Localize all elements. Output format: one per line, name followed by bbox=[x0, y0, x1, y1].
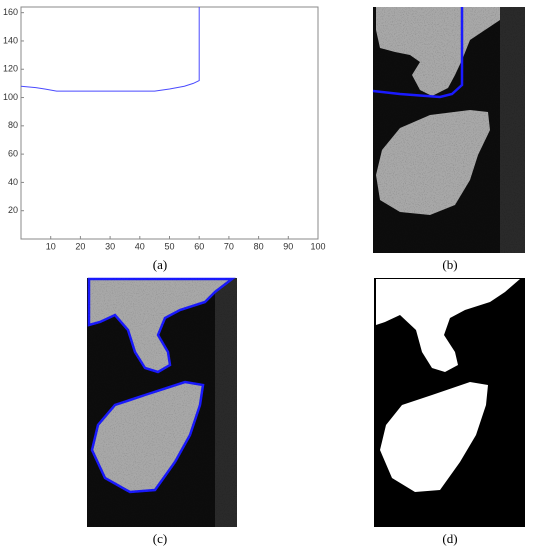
y-tick-label: 120 bbox=[3, 64, 18, 74]
caption: (c) bbox=[153, 531, 167, 546]
caption: (d) bbox=[442, 531, 457, 546]
y-tick-label: 60 bbox=[8, 148, 18, 158]
x-tick-label: 90 bbox=[283, 241, 293, 251]
x-tick-label: 70 bbox=[224, 241, 234, 251]
y-tick-label: 160 bbox=[3, 7, 18, 17]
x-tick-label: 40 bbox=[135, 241, 145, 251]
y-tick-label: 20 bbox=[8, 205, 18, 215]
caption: (b) bbox=[442, 257, 457, 272]
x-tick-label: 50 bbox=[164, 241, 174, 251]
x-tick-label: 30 bbox=[105, 241, 115, 251]
x-tick-label: 100 bbox=[310, 241, 325, 251]
plot-frame bbox=[20, 6, 319, 240]
panel-d-image bbox=[374, 278, 525, 527]
x-tick-label: 80 bbox=[254, 241, 264, 251]
y-tick-label: 80 bbox=[8, 120, 18, 130]
caption: (a) bbox=[153, 257, 167, 272]
x-tick-label: 60 bbox=[194, 241, 204, 251]
y-tick-label: 40 bbox=[8, 177, 18, 187]
y-tick-label: 100 bbox=[3, 92, 18, 102]
x-tick-label: 20 bbox=[75, 241, 85, 251]
data-line bbox=[20, 7, 200, 92]
panel-c-image bbox=[87, 277, 237, 527]
x-tick-label: 10 bbox=[46, 241, 56, 251]
y-tick-label: 140 bbox=[3, 35, 18, 45]
panel-b-image bbox=[372, 7, 525, 253]
